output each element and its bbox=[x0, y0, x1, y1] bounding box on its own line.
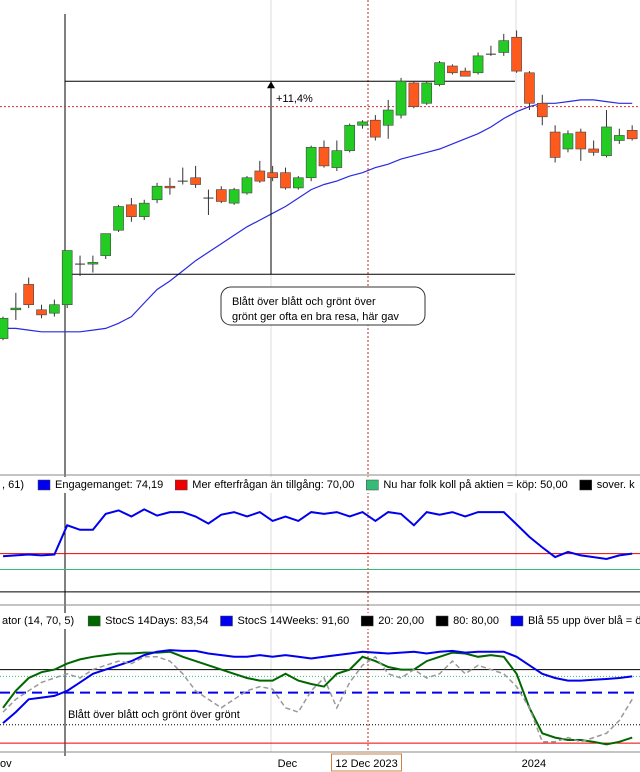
legend-swatch bbox=[175, 479, 188, 491]
legend-label: Blå 55 upp över blå = över moln bbox=[528, 615, 640, 627]
legend-label: 80: 80,00 bbox=[453, 615, 499, 627]
candle-body bbox=[126, 204, 137, 217]
measure-label: +11,4% bbox=[276, 93, 313, 105]
candle-body bbox=[100, 233, 112, 256]
candle-body bbox=[614, 135, 625, 141]
candle-body bbox=[267, 172, 278, 179]
candle-body bbox=[113, 206, 124, 231]
candle-body bbox=[588, 148, 599, 153]
candle-body bbox=[164, 185, 176, 189]
candle-body bbox=[382, 109, 394, 126]
callout-text: grönt ger ofta en bra resa, här gav bbox=[232, 311, 399, 323]
candle-body bbox=[524, 72, 535, 104]
candle-body bbox=[190, 177, 201, 185]
candle-body bbox=[331, 150, 343, 168]
legend-swatch bbox=[435, 615, 449, 627]
candle-body bbox=[241, 177, 253, 194]
x-tick-label: 12 Dec 2023 bbox=[335, 758, 397, 770]
legend-swatch bbox=[220, 615, 233, 627]
indicator-line bbox=[2, 508, 633, 561]
x-tick-label: ov bbox=[0, 758, 12, 770]
candle-body bbox=[498, 40, 510, 53]
candle-body bbox=[280, 172, 291, 189]
annotation: Blått över blått och grönt över grönt bbox=[68, 709, 240, 721]
legend-swatch bbox=[510, 615, 524, 627]
candle-body bbox=[228, 189, 240, 204]
indicator-line bbox=[2, 649, 633, 724]
candle-body bbox=[511, 36, 522, 72]
legend-label: 20: 20,00 bbox=[378, 615, 424, 627]
callout-box bbox=[220, 286, 426, 326]
moving-average bbox=[3, 99, 633, 333]
legend-label: Mer efterfrågan än tillgång: 70,00 bbox=[192, 479, 354, 491]
legend-label: StocS 14Weeks: 91,60 bbox=[238, 615, 350, 627]
legend-swatch bbox=[87, 615, 101, 627]
legend-label: StocS 14Days: 83,54 bbox=[105, 615, 208, 627]
candle-body bbox=[0, 317, 9, 339]
legend-label: Nu har folk koll på aktien = köp: 50,00 bbox=[383, 479, 567, 491]
candle-body bbox=[10, 307, 22, 311]
x-tick-label: 2024 bbox=[522, 758, 546, 770]
legend-background bbox=[0, 477, 640, 493]
candle-body bbox=[549, 131, 561, 158]
candle-body bbox=[536, 102, 548, 118]
arrow-head bbox=[267, 81, 275, 89]
candle-body bbox=[49, 304, 60, 314]
legend-swatch bbox=[579, 479, 592, 491]
candle-body bbox=[472, 55, 484, 74]
x-tick-label: Dec bbox=[278, 758, 298, 770]
candle-body bbox=[23, 284, 34, 306]
legend-label: Engagemanget: 74,19 bbox=[55, 479, 163, 491]
candle-body bbox=[575, 131, 587, 150]
candle-body bbox=[344, 124, 355, 151]
candle-body bbox=[318, 146, 330, 167]
legend-swatch bbox=[366, 479, 379, 491]
callout-text: Blått över blått och grönt över bbox=[232, 296, 376, 308]
candle-body bbox=[447, 65, 458, 74]
candle-body bbox=[61, 250, 73, 306]
candle-body bbox=[357, 121, 368, 126]
candle-body bbox=[87, 262, 99, 265]
candle-body bbox=[370, 119, 381, 138]
candle-body bbox=[421, 82, 433, 104]
legend-prefix: ator (14, 70, 5) bbox=[2, 615, 74, 627]
candle-body bbox=[459, 70, 471, 77]
candle-body bbox=[562, 133, 574, 150]
candle-body bbox=[626, 130, 638, 140]
candle-body bbox=[215, 189, 227, 202]
candle-body bbox=[601, 126, 612, 157]
candle-body bbox=[254, 170, 266, 182]
indicator-line bbox=[2, 650, 633, 746]
candle-body bbox=[434, 62, 445, 85]
candle-body bbox=[36, 309, 47, 316]
legend-label: sover. k bbox=[597, 479, 635, 491]
candle-body bbox=[151, 185, 163, 201]
candle-body bbox=[408, 82, 420, 107]
legend-prefix: , 61) bbox=[2, 479, 24, 491]
candle-body bbox=[293, 177, 304, 189]
legend-swatch bbox=[37, 479, 51, 491]
candle-body bbox=[138, 202, 150, 217]
candle-body bbox=[305, 146, 317, 179]
candle-body bbox=[395, 80, 407, 116]
date-highlight bbox=[331, 753, 403, 772]
legend-swatch bbox=[360, 615, 374, 627]
indicator-line bbox=[2, 655, 633, 743]
legend-background bbox=[0, 613, 640, 629]
